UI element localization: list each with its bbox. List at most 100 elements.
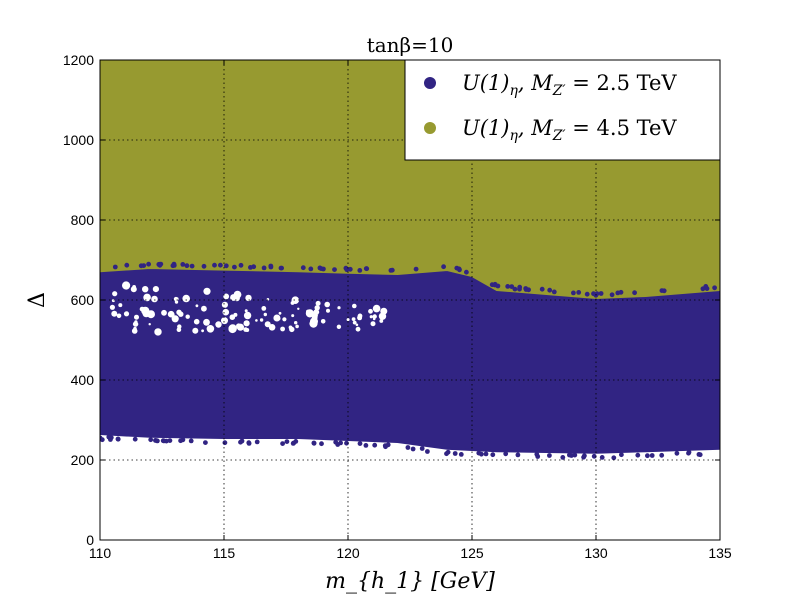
chart-title: tanβ=10 — [367, 33, 454, 57]
scatter-gap — [278, 311, 282, 315]
scatter-point — [697, 452, 703, 458]
scatter-point — [318, 266, 324, 271]
scatter-gap — [315, 300, 321, 306]
scatter-point — [344, 267, 350, 273]
scatter-gap — [337, 306, 341, 310]
scatter-gap — [336, 324, 342, 329]
scatter-gap — [243, 320, 250, 327]
scatter-point — [560, 455, 566, 460]
scatter-point — [223, 263, 229, 269]
scatter-gap — [193, 318, 200, 325]
scatter-gap — [132, 285, 137, 289]
scatter-point — [598, 291, 604, 296]
scatter-point — [251, 264, 257, 270]
scatter-gap — [369, 315, 373, 319]
scatter-point — [495, 283, 501, 289]
scatter-gap — [255, 319, 258, 322]
legend: U(1)η, MZ′ = 2.5 TeV U(1)η, MZ′ = 4.5 TeV — [404, 59, 721, 161]
scatter-point — [284, 439, 290, 444]
scatter-point — [357, 441, 363, 446]
scatter-gap — [201, 329, 205, 333]
scatter-gap — [228, 324, 237, 334]
scatter-gap — [352, 320, 357, 325]
tick-layer: 110 115 120 125 130 135 0 200 400 600 800 1000 1200 — [63, 52, 732, 561]
scatter-point — [505, 284, 511, 289]
grid-layer — [100, 60, 720, 540]
scatter-point — [268, 263, 274, 269]
scatter-point — [425, 449, 430, 454]
scatter-gap — [380, 307, 388, 315]
scatter-point — [611, 455, 617, 461]
scatter-point — [239, 438, 245, 444]
scatter-point — [138, 263, 144, 269]
scatter-gap — [116, 313, 122, 319]
y-tick-label: 800 — [71, 212, 95, 228]
scatter-gap — [305, 309, 314, 318]
scatter-gap — [111, 299, 115, 303]
scatter-gap — [192, 327, 199, 334]
scatter-point — [212, 262, 217, 268]
scatter-point — [547, 287, 553, 293]
scatter-gap — [203, 318, 210, 326]
y-tick-label: 0 — [86, 532, 94, 548]
y-tick-label: 1200 — [63, 52, 94, 68]
scatter-point — [333, 439, 339, 445]
scatter-point — [308, 266, 314, 272]
scatter-gap — [280, 326, 285, 332]
scatter-point — [363, 443, 369, 448]
scatter-point — [618, 289, 624, 295]
scatter-point — [452, 451, 458, 456]
scatter-gap — [264, 321, 271, 328]
scatter-gap — [174, 300, 179, 304]
scatter-point — [419, 446, 425, 451]
scatter-point — [201, 263, 207, 269]
scatter-gap — [379, 319, 384, 323]
scatter-point — [700, 286, 706, 292]
x-tick-label: 115 — [213, 545, 236, 561]
scatter-point — [146, 261, 152, 267]
scatter-gap — [171, 315, 179, 323]
scatter-gap — [118, 303, 123, 308]
scatter-point — [515, 452, 521, 458]
legend-label-1: U(1)η, MZ′ = 2.5 TeV — [462, 71, 677, 99]
scatter-gap — [259, 318, 264, 322]
scatter-point — [357, 268, 363, 273]
scatter-gap — [206, 325, 215, 333]
scatter-gap — [201, 305, 207, 312]
scatter-point — [347, 266, 353, 272]
scatter-gap — [263, 312, 267, 317]
scatter-point — [344, 440, 349, 446]
y-tick-label: 200 — [71, 452, 95, 468]
scatter-point — [476, 450, 482, 456]
scatter-gap — [351, 317, 356, 321]
scatter-gap — [357, 313, 363, 319]
scatter-point — [178, 438, 184, 444]
scatter-point — [591, 453, 597, 459]
scatter-gap — [185, 314, 190, 319]
scatter-point — [293, 439, 299, 444]
scatter-point — [238, 262, 244, 268]
scatter-gap — [122, 281, 131, 290]
scatter-point — [581, 454, 586, 460]
scatter-gap — [297, 307, 300, 310]
x-axis-label: m_{h_1} [GeV] — [325, 569, 495, 594]
scatter-gap — [244, 309, 248, 313]
scatter-gap — [221, 317, 228, 325]
scatter-point — [167, 438, 173, 443]
scatter-point — [410, 446, 416, 452]
scatter-gap — [268, 324, 276, 331]
scatter-gap — [195, 304, 199, 308]
legend-marker-2 — [424, 122, 436, 134]
scatter-point — [203, 440, 208, 445]
scatter-point — [112, 264, 118, 270]
scatter-gap — [182, 294, 190, 303]
scatter-gap — [134, 320, 138, 324]
scatter-point — [161, 438, 167, 444]
scatter-point — [490, 452, 496, 458]
scatter-gap — [222, 308, 230, 316]
scatter-gap — [370, 321, 376, 327]
scatter-point — [232, 264, 237, 270]
scatter-point — [189, 263, 195, 269]
scatter-gap — [326, 308, 330, 313]
